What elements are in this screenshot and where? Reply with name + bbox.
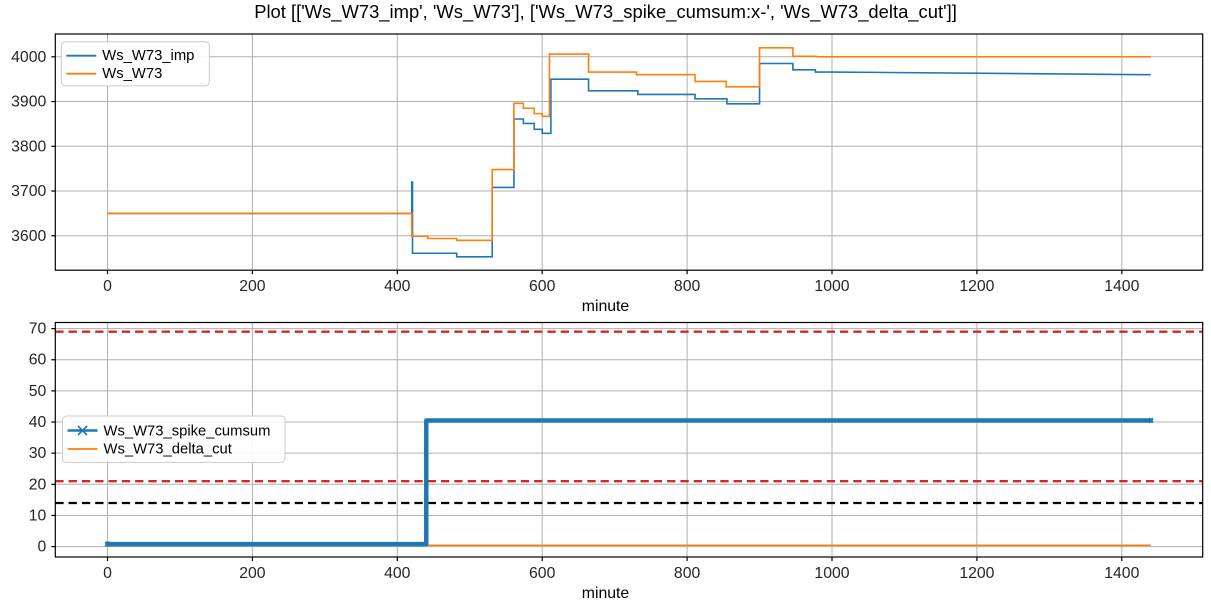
svg-text:600: 600 xyxy=(529,278,556,295)
svg-text:minute: minute xyxy=(582,298,630,315)
svg-text:200: 200 xyxy=(239,565,266,582)
svg-text:200: 200 xyxy=(239,278,266,295)
svg-text:800: 800 xyxy=(674,565,701,582)
svg-text:Ws_W73_imp: Ws_W73_imp xyxy=(102,48,194,64)
svg-text:3700: 3700 xyxy=(11,183,46,200)
svg-text:4000: 4000 xyxy=(11,49,46,66)
svg-text:1400: 1400 xyxy=(1104,565,1139,582)
svg-text:Ws_W73_delta_cut: Ws_W73_delta_cut xyxy=(104,442,232,458)
svg-text:70: 70 xyxy=(29,321,47,338)
svg-text:20: 20 xyxy=(29,476,47,493)
svg-text:minute: minute xyxy=(582,585,630,602)
svg-text:1000: 1000 xyxy=(814,565,849,582)
svg-text:Ws_W73: Ws_W73 xyxy=(102,66,162,82)
svg-text:3600: 3600 xyxy=(11,228,46,245)
svg-text:1200: 1200 xyxy=(959,278,994,295)
svg-text:0: 0 xyxy=(103,278,112,295)
svg-text:600: 600 xyxy=(529,565,556,582)
svg-text:400: 400 xyxy=(384,278,411,295)
svg-text:30: 30 xyxy=(29,445,47,462)
svg-text:50: 50 xyxy=(29,383,47,400)
svg-text:Plot [['Ws_W73_imp', 'Ws_W73']: Plot [['Ws_W73_imp', 'Ws_W73'], ['Ws_W73… xyxy=(254,1,957,23)
svg-text:800: 800 xyxy=(674,278,701,295)
svg-text:0: 0 xyxy=(103,565,112,582)
svg-text:1400: 1400 xyxy=(1104,278,1139,295)
svg-text:10: 10 xyxy=(29,507,47,524)
svg-text:Ws_W73_spike_cumsum: Ws_W73_spike_cumsum xyxy=(104,424,271,440)
svg-text:3900: 3900 xyxy=(11,94,46,111)
svg-text:3800: 3800 xyxy=(11,138,46,155)
svg-text:40: 40 xyxy=(29,414,47,431)
svg-text:1000: 1000 xyxy=(814,278,849,295)
svg-text:60: 60 xyxy=(29,352,47,369)
svg-text:1200: 1200 xyxy=(959,565,994,582)
svg-text:400: 400 xyxy=(384,565,411,582)
svg-text:0: 0 xyxy=(38,539,47,556)
